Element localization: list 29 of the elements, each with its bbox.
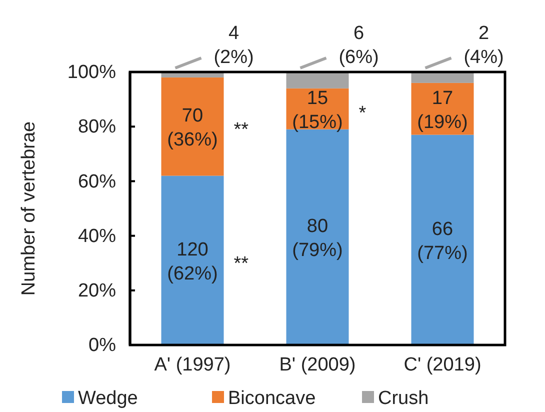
x-tick-label: B' (2009) — [279, 354, 356, 376]
y-tick-label: 40% — [78, 226, 116, 247]
data-label: 66 (77%) — [417, 218, 468, 264]
y-tick-label: 80% — [78, 116, 116, 138]
annotation: ** — [234, 120, 250, 141]
data-label: 4 (2%) — [214, 23, 254, 68]
x-tick-label: C' (2019) — [404, 354, 482, 376]
y-axis-title: Number of vertebrae — [18, 121, 40, 296]
data-label: 70 (36%) — [167, 106, 218, 151]
y-tick-label: 20% — [78, 280, 116, 302]
legend-label: Biconcave — [228, 388, 316, 409]
bar — [286, 72, 349, 88]
data-label: 15 (15%) — [292, 88, 343, 133]
data-label: 17 (19%) — [417, 88, 468, 133]
annotation: ** — [234, 253, 250, 274]
data-label: 6 (6%) — [338, 23, 379, 68]
annotation: * — [358, 103, 367, 124]
legend-label: Wedge — [78, 388, 138, 409]
bar — [411, 134, 474, 345]
bar — [161, 176, 224, 345]
data-label: 120 (62%) — [167, 239, 218, 284]
data-label: 80 (79%) — [292, 216, 343, 262]
data-label: 2 (4%) — [464, 23, 504, 68]
x-tick-label: A' (1997) — [154, 354, 231, 376]
y-tick-label: 0% — [88, 335, 116, 356]
legend-label: Crush — [378, 388, 429, 409]
y-tick-label: 100% — [67, 62, 116, 84]
bar — [161, 77, 224, 176]
y-tick-label: 60% — [78, 171, 116, 192]
